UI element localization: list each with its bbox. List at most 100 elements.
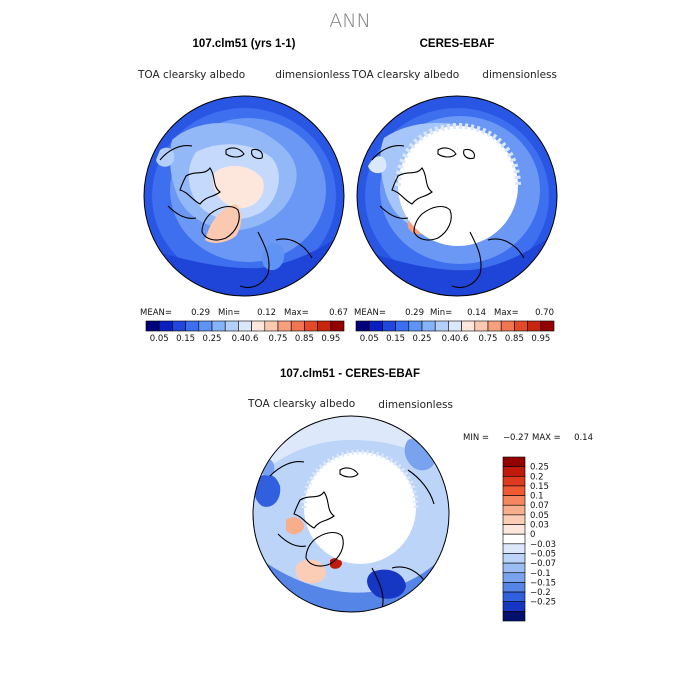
colorbar-swatch xyxy=(502,611,526,622)
panel-model-mean-value: 0.29 xyxy=(191,308,210,318)
colorbar-tick-label: −0.2 xyxy=(530,588,551,598)
panel-diff-max-label: MAX = xyxy=(532,433,561,443)
panel-model-max-label: Max= xyxy=(284,308,309,318)
panel-model-min-value: 0.12 xyxy=(257,308,276,318)
panel-diff: 107.clm51 - CERES-EBAF TOA clearsky albe… xyxy=(247,368,593,622)
panel-obs-mean-value: 0.29 xyxy=(405,308,424,318)
panel-model-units-label: dimensionless xyxy=(275,69,350,81)
panel-model-map-border xyxy=(143,95,345,297)
panel-obs-map-border xyxy=(356,95,558,297)
colorbar-tick-label: 0.05 xyxy=(360,334,379,344)
colorbar-tick-label: 0.6 xyxy=(245,334,259,344)
colorbar-swatch xyxy=(502,475,526,487)
colorbar-swatch xyxy=(382,320,396,332)
colorbar-swatch xyxy=(330,320,345,332)
panel-obs-variable-label: TOA clearsky albedo xyxy=(351,69,459,81)
colorbar-swatch xyxy=(527,320,542,332)
colorbar-tick-label: 0.15 xyxy=(386,334,405,344)
colorbar-swatch xyxy=(474,320,489,332)
colorbar-swatch xyxy=(251,320,266,332)
colorbar-swatch xyxy=(238,320,252,332)
colorbar-tick-label: 0.95 xyxy=(531,334,550,344)
colorbar-swatch xyxy=(500,320,515,332)
colorbar-swatch xyxy=(264,320,279,332)
panel-diff-map xyxy=(253,416,449,612)
panel-obs-max-label: Max= xyxy=(494,308,519,318)
colorbar-tick-label: 0.07 xyxy=(530,501,549,511)
colorbar-swatch xyxy=(502,572,526,583)
colorbar-swatch xyxy=(421,320,436,332)
panel-obs-map xyxy=(357,96,557,296)
panel-model-colorbar: 0.05 0.15 0.25 0.4 0.6 0.75 0.85 0.95 xyxy=(145,320,345,344)
panel-obs-min-label: Min= xyxy=(430,308,452,318)
panel-diff-units-label: dimensionless xyxy=(378,399,453,411)
colorbar-swatch xyxy=(158,320,173,332)
colorbar-swatch xyxy=(502,495,526,506)
colorbar-swatch xyxy=(502,601,526,612)
panel-obs: CERES-EBAF TOA clearsky albedo dimension… xyxy=(351,38,558,344)
colorbar-swatch xyxy=(502,533,526,545)
panel-obs-mean-label: MEAN= xyxy=(354,308,386,318)
panel-model: 107.clm51 (yrs 1-1) TOA clearsky albedo … xyxy=(137,38,350,344)
colorbar-swatch xyxy=(502,466,526,477)
panel-diff-stats: MIN = −0.27 MAX = 0.14 xyxy=(463,433,593,443)
panel-model-max-value: 0.67 xyxy=(329,308,348,318)
colorbar-swatch xyxy=(145,320,160,332)
colorbar-tick-label: 0.95 xyxy=(321,334,340,344)
colorbar-tick-label: 0.4 xyxy=(232,334,246,344)
panel-obs-colorbar: 0.05 0.15 0.25 0.4 0.6 0.75 0.85 0.95 xyxy=(355,320,555,344)
colorbar-tick-label: 0.6 xyxy=(455,334,469,344)
panel-diff-colorbar: 0.250.20.150.10.070.050.030−0.03−0.05−0.… xyxy=(502,456,556,622)
panel-obs-title: CERES-EBAF xyxy=(420,38,495,50)
colorbar-swatch xyxy=(502,504,526,516)
panel-diff-min-value: −0.27 xyxy=(503,433,529,443)
panel-obs-max-value: 0.70 xyxy=(535,308,554,318)
colorbar-swatch xyxy=(502,543,526,554)
colorbar-swatch xyxy=(461,320,476,332)
colorbar-swatch xyxy=(290,320,305,332)
colorbar-swatch xyxy=(211,320,226,332)
colorbar-tick-label: 0.15 xyxy=(176,334,195,344)
colorbar-tick-label: −0.1 xyxy=(530,569,551,579)
colorbar-tick-label: 0.05 xyxy=(530,511,549,521)
colorbar-swatch xyxy=(448,320,462,332)
panel-diff-min-label: MIN = xyxy=(463,433,489,443)
colorbar-swatch xyxy=(502,485,526,496)
colorbar-tick-label: 0.05 xyxy=(150,334,169,344)
panel-model-min-label: Min= xyxy=(218,308,240,318)
colorbar-tick-label: 0.25 xyxy=(203,334,222,344)
figure-title: ANN xyxy=(329,10,370,32)
colorbar-swatch xyxy=(172,320,186,332)
panel-diff-map-border xyxy=(252,415,450,613)
panel-obs-units-label: dimensionless xyxy=(482,69,557,81)
colorbar-tick-label: 0.15 xyxy=(530,482,549,492)
colorbar-tick-label: −0.03 xyxy=(530,540,556,550)
panel-model-map xyxy=(144,96,344,296)
colorbar-tick-label: 0.2 xyxy=(530,472,544,482)
colorbar-tick-label: 0.25 xyxy=(413,334,432,344)
colorbar-swatch xyxy=(355,320,370,332)
colorbar-tick-label: 0.03 xyxy=(530,521,549,531)
colorbar-swatch xyxy=(502,456,526,467)
colorbar-tick-label: −0.07 xyxy=(530,559,556,569)
colorbar-swatch xyxy=(368,320,383,332)
colorbar-tick-label: 0 xyxy=(530,530,535,540)
panel-model-variable-label: TOA clearsky albedo xyxy=(137,69,245,81)
colorbar-swatch xyxy=(434,320,449,332)
colorbar-swatch xyxy=(487,320,502,332)
colorbar-swatch xyxy=(304,320,318,332)
colorbar-tick-label: −0.05 xyxy=(530,549,556,559)
panel-obs-min-value: 0.14 xyxy=(467,308,486,318)
colorbar-tick-label: 0.85 xyxy=(295,334,314,344)
colorbar-swatch xyxy=(502,591,526,603)
colorbar-swatch xyxy=(408,320,423,332)
colorbar-swatch xyxy=(198,320,213,332)
colorbar-swatch xyxy=(514,320,528,332)
panel-obs-stats: MEAN= 0.29 Min= 0.14 Max= 0.70 xyxy=(354,308,554,318)
panel-diff-variable-label: TOA clearsky albedo xyxy=(247,398,355,410)
colorbar-swatch xyxy=(502,524,526,535)
colorbar-tick-label: 0.75 xyxy=(269,334,288,344)
colorbar-tick-label: −0.15 xyxy=(530,578,556,588)
colorbar-tick-label: 0.1 xyxy=(530,492,544,502)
